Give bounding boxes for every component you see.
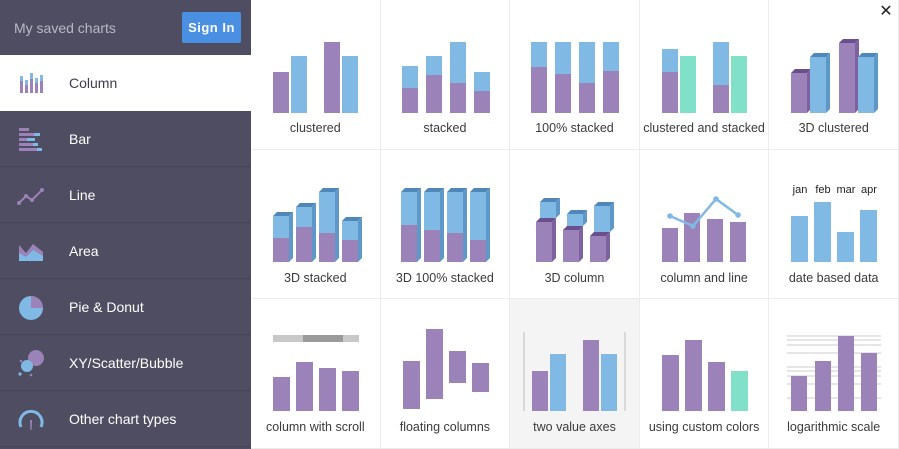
scatter-bubble-icon: [18, 350, 44, 377]
template-label: date based data: [788, 270, 879, 285]
chart-template-grid: clustered stacked 100% stacked: [251, 0, 899, 449]
clustered-column-thumbnail: [273, 42, 358, 113]
template-floating-columns[interactable]: floating columns: [380, 299, 511, 449]
template-label: floating columns: [399, 420, 491, 435]
3d-clustered-column-thumbnail: [791, 39, 879, 113]
template-logarithmic-scale[interactable]: logarithmic scale: [769, 299, 899, 449]
template-two-value-axes[interactable]: two value axes: [510, 299, 640, 449]
custom-colors-column-thumbnail: [661, 340, 748, 412]
pie-chart-icon: [19, 296, 43, 320]
column-with-scroll-thumbnail: [273, 335, 359, 412]
sidebar-item-label: Bar: [69, 130, 91, 147]
template-100-stacked[interactable]: 100% stacked: [510, 0, 640, 150]
stacked-column-thumbnail: [401, 42, 490, 113]
sidebar-item-other[interactable]: Other chart types: [0, 391, 251, 447]
template-label: stacked: [423, 121, 467, 135]
sidebar-item-label: Column: [69, 74, 118, 91]
sidebar-header: My saved charts Sign In: [0, 0, 251, 55]
month-label: feb: [816, 184, 831, 196]
column-chart-icon: [20, 73, 43, 93]
month-label: jan: [792, 184, 808, 196]
sidebar-item-label: Other chart types: [69, 410, 177, 427]
saved-charts-title[interactable]: My saved charts: [14, 19, 116, 36]
month-label: apr: [861, 184, 877, 196]
3d-percent-stacked-column-thumbnail: [400, 187, 490, 262]
sidebar-item-pie-donut[interactable]: Pie & Donut: [0, 279, 251, 335]
percent-stacked-column-thumbnail: [531, 42, 620, 113]
sidebar-item-line[interactable]: Line: [0, 167, 251, 223]
sidebar-item-column[interactable]: Column: [0, 55, 251, 111]
template-label: clustered and stacked: [643, 121, 765, 135]
template-clustered[interactable]: clustered: [251, 0, 381, 150]
template-label: column and line: [660, 270, 748, 285]
template-label: clustered: [289, 121, 341, 135]
sign-in-button[interactable]: Sign In: [182, 12, 241, 43]
template-column-with-scroll[interactable]: column with scroll: [251, 299, 381, 449]
template-label: using custom colors: [648, 420, 760, 435]
line-chart-icon: [17, 188, 44, 205]
3d-stacked-column-thumbnail: [273, 187, 362, 262]
sidebar-item-bar[interactable]: Bar: [0, 111, 251, 167]
template-label: 100% stacked: [535, 121, 614, 135]
template-3d-clustered[interactable]: 3D clustered: [769, 0, 899, 150]
bar-chart-icon: [19, 128, 42, 151]
template-label: column with scroll: [265, 420, 365, 435]
template-3d-column[interactable]: 3D column: [510, 149, 640, 300]
template-label: 3D column: [544, 270, 605, 285]
template-label: 3D clustered: [798, 121, 869, 135]
clustered-stacked-column-thumbnail: [661, 42, 747, 113]
sidebar: My saved charts Sign In Column: [0, 0, 251, 449]
floating-columns-thumbnail: [402, 329, 489, 410]
sidebar-item-scatter-bubble[interactable]: XY/Scatter/Bubble: [0, 335, 251, 391]
3d-column-thumbnail: [536, 197, 615, 262]
template-column-and-line[interactable]: column and line: [639, 149, 770, 300]
column-and-line-thumbnail: [661, 195, 746, 262]
template-label: 3D stacked: [284, 270, 347, 285]
sidebar-item-label: Line: [69, 186, 96, 203]
month-label: mar: [837, 184, 856, 196]
two-value-axes-thumbnail: [523, 332, 626, 412]
close-icon[interactable]: ✕: [879, 3, 893, 20]
gauge-icon: [18, 409, 44, 430]
template-label: two value axes: [533, 420, 616, 435]
date-based-column-thumbnail: jan feb mar apr: [791, 184, 878, 262]
sidebar-item-label: Area: [69, 242, 99, 259]
template-label: 3D 100% stacked: [395, 270, 494, 285]
sidebar-item-area[interactable]: Area: [0, 223, 251, 279]
template-clustered-and-stacked[interactable]: clustered and stacked: [639, 0, 770, 150]
template-date-based-data[interactable]: jan feb mar apr date based data: [769, 149, 899, 300]
template-using-custom-colors[interactable]: using custom colors: [639, 299, 770, 449]
sidebar-item-label: XY/Scatter/Bubble: [69, 354, 184, 371]
template-stacked[interactable]: stacked: [380, 0, 511, 150]
sidebar-item-label: Pie & Donut: [69, 298, 144, 315]
template-label: logarithmic scale: [787, 420, 881, 435]
area-chart-icon: [19, 244, 43, 261]
logarithmic-scale-thumbnail: [787, 335, 882, 412]
template-3d-100-stacked[interactable]: 3D 100% stacked: [380, 149, 511, 300]
template-3d-stacked[interactable]: 3D stacked: [251, 149, 381, 300]
